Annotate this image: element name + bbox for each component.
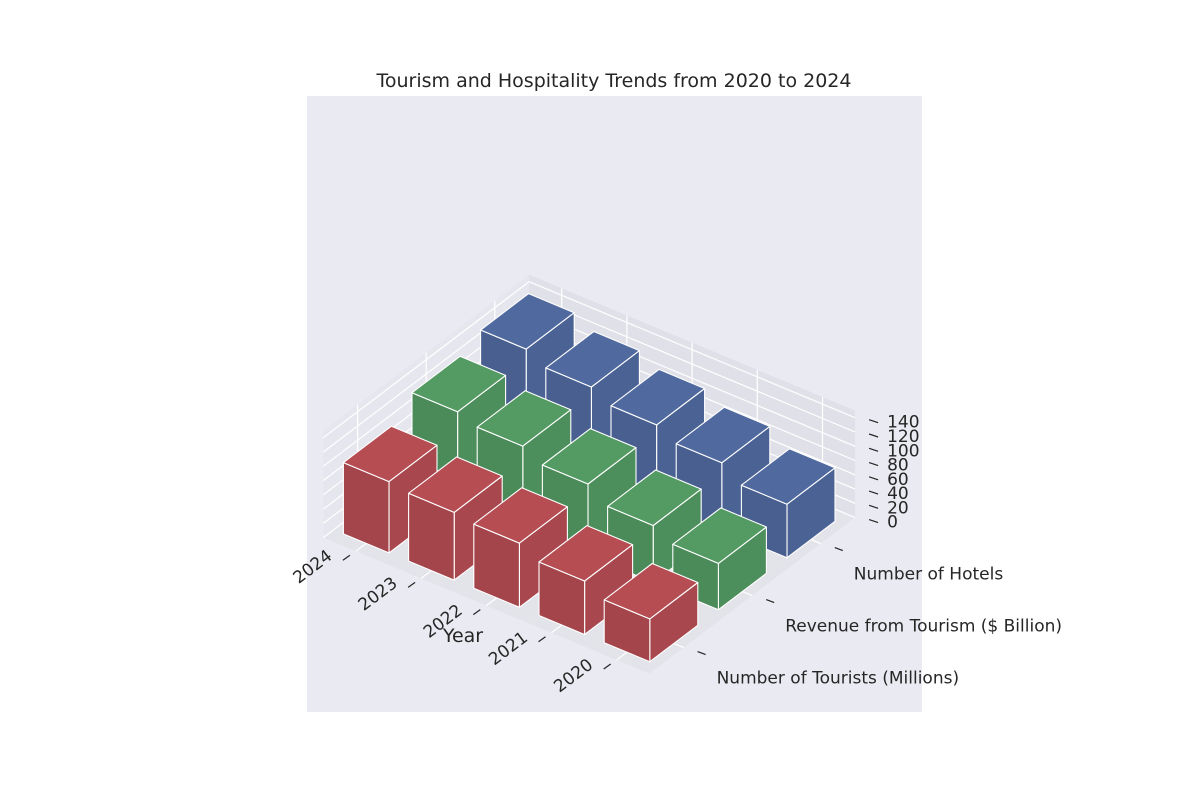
metric-tick-mark [765, 599, 775, 604]
bar-top-face [675, 406, 771, 464]
z-tick-label: 80 [887, 456, 909, 476]
metric-tick-label: Number of Tourists (Millions) [717, 669, 960, 689]
bar-top-face [411, 355, 507, 413]
chart-title: Tourism and Hospitality Trends from 2020… [376, 70, 852, 92]
bar [675, 406, 771, 532]
z-tick-mark [868, 476, 879, 481]
bar-top-face [538, 525, 634, 582]
z-tick-mark [868, 419, 879, 424]
z-tick-mark [868, 504, 879, 509]
z-tick-mark [868, 433, 879, 438]
bar-top-face [476, 390, 572, 447]
bar-top-face [545, 330, 640, 388]
z-tick-mark [868, 519, 879, 524]
bar [473, 487, 568, 608]
z-tick-mark [868, 490, 879, 495]
bars [342, 293, 836, 663]
bar [740, 448, 836, 559]
metric-tick-mark [697, 651, 706, 656]
bar-top-face [480, 293, 575, 350]
x-axis-label: Year [442, 625, 483, 647]
bar-top-face [607, 469, 702, 527]
z-tick-label: 20 [887, 498, 909, 518]
x-tick-mark [407, 581, 416, 588]
z-tick-label: 60 [887, 470, 909, 490]
bar [603, 562, 699, 663]
bar-top-face [408, 456, 503, 513]
bar-top-face [610, 368, 706, 426]
bar-top-face [672, 507, 767, 564]
z-tick-mark [868, 461, 879, 467]
metric-tick-mark [834, 547, 844, 552]
x-tick-mark [342, 554, 351, 561]
z-tick-label: 120 [887, 427, 919, 447]
metric-tick-label: Number of Hotels [854, 565, 1004, 585]
z-tick-label: 100 [887, 441, 919, 461]
z-gridline [322, 281, 856, 439]
bar-top-face [342, 425, 438, 483]
z-tick-label: 140 [887, 413, 919, 433]
bar-top-face [541, 428, 637, 485]
z-tick-label: 40 [887, 484, 909, 504]
z-tick-mark [868, 447, 879, 452]
metric-tick-label: Revenue from Tourism ($ Billion) [785, 617, 1062, 637]
bar-top-face [473, 487, 568, 544]
z-tick-label: 0 [887, 513, 898, 533]
x-tick-mark [603, 663, 612, 670]
bar-top-face [603, 562, 699, 620]
bar-top-face [740, 448, 836, 505]
x-tick-mark [472, 609, 481, 616]
bar [538, 525, 634, 636]
x-tick-mark [538, 636, 546, 643]
